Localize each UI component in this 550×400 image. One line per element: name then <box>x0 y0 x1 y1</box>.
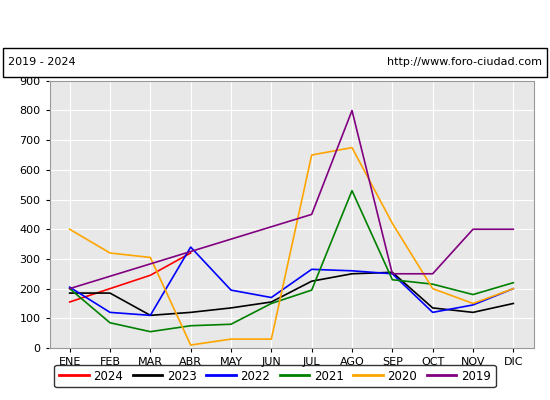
Text: Evolucion Nº Turistas Nacionales en el municipio de Santibáñez el Bajo: Evolucion Nº Turistas Nacionales en el m… <box>15 15 535 31</box>
Text: 2019 - 2024: 2019 - 2024 <box>8 57 76 67</box>
Text: http://www.foro-ciudad.com: http://www.foro-ciudad.com <box>387 57 542 67</box>
Legend: 2024, 2023, 2022, 2021, 2020, 2019: 2024, 2023, 2022, 2021, 2020, 2019 <box>54 365 496 387</box>
